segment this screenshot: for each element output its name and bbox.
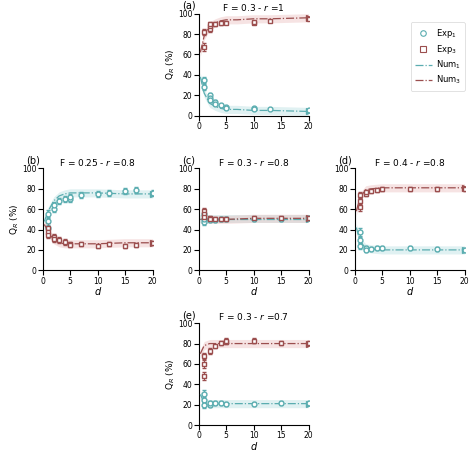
- Title: F = 0.4 - $r$ =0.8: F = 0.4 - $r$ =0.8: [374, 157, 445, 168]
- Title: F = 0.25 - $r$ =0.8: F = 0.25 - $r$ =0.8: [59, 157, 136, 168]
- Text: (b): (b): [26, 155, 40, 165]
- X-axis label: d: d: [250, 287, 257, 297]
- Title: F = 0.3 - $r$ =1: F = 0.3 - $r$ =1: [222, 2, 285, 13]
- X-axis label: d: d: [250, 441, 257, 452]
- Y-axis label: Q$_R$ (%): Q$_R$ (%): [8, 204, 20, 235]
- Text: (c): (c): [182, 155, 195, 165]
- X-axis label: d: d: [94, 287, 100, 297]
- Text: (d): (d): [338, 155, 352, 165]
- Text: (a): (a): [182, 0, 196, 11]
- X-axis label: d: d: [407, 287, 413, 297]
- Y-axis label: Q$_R$ (%): Q$_R$ (%): [164, 358, 176, 390]
- Text: (e): (e): [182, 310, 196, 320]
- Y-axis label: Q$_R$ (%): Q$_R$ (%): [164, 49, 176, 80]
- Title: F = 0.3 - $r$ =0.8: F = 0.3 - $r$ =0.8: [218, 157, 289, 168]
- Legend: Exp$_1$, Exp$_3$, Num$_1$, Num$_3$: Exp$_1$, Exp$_3$, Num$_1$, Num$_3$: [411, 22, 465, 90]
- Title: F = 0.3 - $r$ =0.7: F = 0.3 - $r$ =0.7: [218, 311, 289, 323]
